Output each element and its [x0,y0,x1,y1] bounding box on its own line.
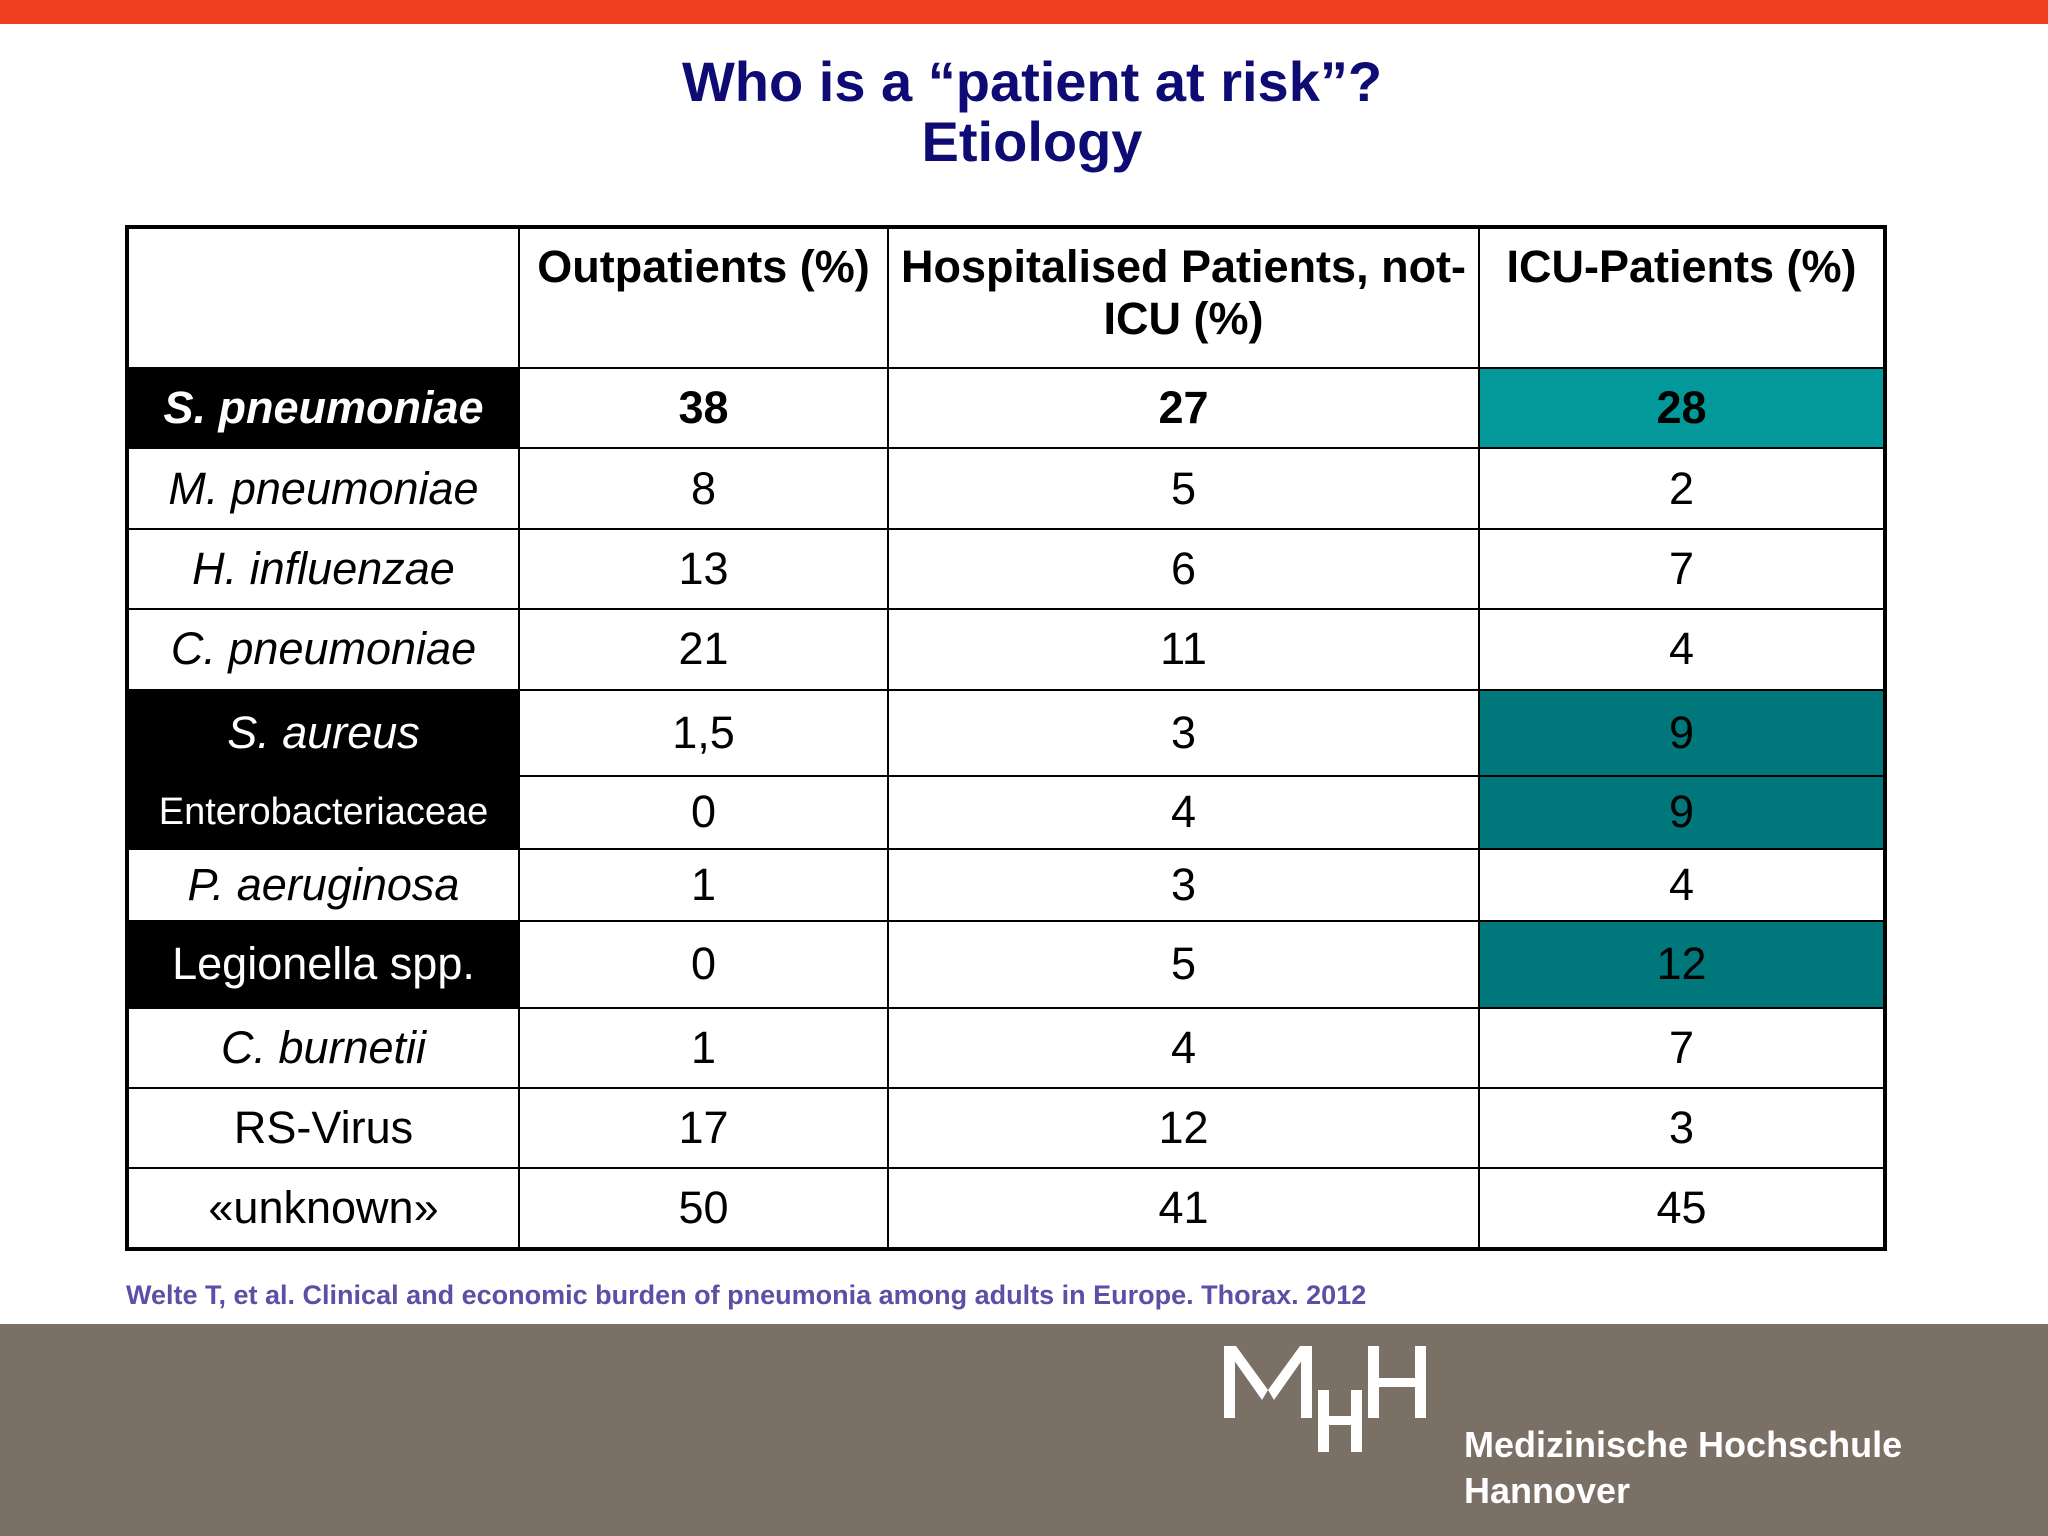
pathogen-name-cell: C. pneumoniae [126,608,520,691]
hospitalised-cell: 27 [887,366,1480,450]
table-row: Legionella spp. 0 5 12 [126,920,1886,1009]
outpatients-cell: 13 [518,527,889,611]
pathogen-name-cell: Legionella spp. [126,920,520,1009]
pathogen-name-cell: S. aureus [126,688,520,778]
pathogen-name-cell: Enterobacteriaceae [126,775,520,850]
pathogen-name-cell: «unknown» [126,1167,520,1250]
slide-title: Who is a “patient at risk”? Etiology [0,52,2048,172]
outpatients-cell: 21 [518,608,889,691]
icu-cell: 28 [1478,366,1886,450]
pathogen-name-cell: P. aeruginosa [126,847,520,923]
icu-cell: 9 [1478,688,1886,778]
icu-cell: 9 [1478,775,1886,850]
pathogen-name-cell: H. influenzae [126,527,520,611]
outpatients-cell: 17 [518,1086,889,1170]
icu-cell: 12 [1478,920,1886,1009]
header-cell-pathogen [126,226,520,369]
outpatients-cell: 0 [518,920,889,1009]
mhh-logo-icon [1224,1346,1426,1452]
outpatients-cell: 1,5 [518,688,889,778]
outpatients-cell: 0 [518,775,889,850]
top-accent-bar [0,0,2048,24]
icu-cell: 7 [1478,527,1886,611]
table-row: RS-Virus 17 12 3 [126,1086,1886,1170]
hospitalised-cell: 3 [887,847,1480,923]
icu-cell: 4 [1478,608,1886,691]
hospitalised-cell: 5 [887,920,1480,1009]
outpatients-cell: 38 [518,366,889,450]
institution-name-line1: Medizinische Hochschule [1464,1424,1903,1465]
table-row: C. pneumoniae 21 11 4 [126,608,1886,691]
pathogen-name-cell: S. pneumoniae [126,366,520,450]
table-row: M. pneumoniae 8 5 2 [126,447,1886,530]
icu-cell: 3 [1478,1086,1886,1170]
hospitalised-cell: 4 [887,775,1480,850]
header-cell-hospitalised: Hospitalised Patients, not-ICU (%) [887,226,1480,369]
pathogen-name-cell: M. pneumoniae [126,447,520,530]
hospitalised-cell: 5 [887,447,1480,530]
table-header-row: Outpatients (%) Hospitalised Patients, n… [126,226,1886,369]
icu-cell: 7 [1478,1006,1886,1090]
hospitalised-cell: 12 [887,1086,1480,1170]
icu-cell: 2 [1478,447,1886,530]
outpatients-cell: 1 [518,1006,889,1090]
pathogen-name-cell: C. burnetii [126,1006,520,1090]
table-row: S. aureus 1,5 3 9 [126,688,1886,778]
header-cell-outpatients: Outpatients (%) [518,226,889,369]
pathogen-name-cell: RS-Virus [126,1086,520,1170]
icu-cell: 4 [1478,847,1886,923]
citation-text: Welte T, et al. Clinical and economic bu… [126,1280,1367,1310]
hospitalised-cell: 41 [887,1167,1480,1250]
table-row: H. influenzae 13 6 7 [126,527,1886,611]
hospitalised-cell: 6 [887,527,1480,611]
institution-name: Medizinische Hochschule Hannover [1464,1422,1902,1514]
institution-name-line2: Hannover [1464,1470,1631,1511]
footer-bar [0,1324,2048,1536]
table-row: S. pneumoniae 38 27 28 [126,366,1886,450]
outpatients-cell: 8 [518,447,889,530]
hospitalised-cell: 11 [887,608,1480,691]
outpatients-cell: 50 [518,1167,889,1250]
hospitalised-cell: 4 [887,1006,1480,1090]
header-cell-icu: ICU-Patients (%) [1478,226,1886,369]
outpatients-cell: 1 [518,847,889,923]
slide-title-line1: Who is a “patient at risk”? [681,50,1383,113]
table-row: Enterobacteriaceae 0 4 9 [126,775,1886,850]
table-row: P. aeruginosa 1 3 4 [126,847,1886,923]
table-row: «unknown» 50 41 45 [126,1167,1886,1250]
table-row: C. burnetii 1 4 7 [126,1006,1886,1090]
etiology-table: Outpatients (%) Hospitalised Patients, n… [125,225,1887,1251]
icu-cell: 45 [1478,1167,1886,1250]
hospitalised-cell: 3 [887,688,1480,778]
slide-title-line2: Etiology [921,110,1143,173]
